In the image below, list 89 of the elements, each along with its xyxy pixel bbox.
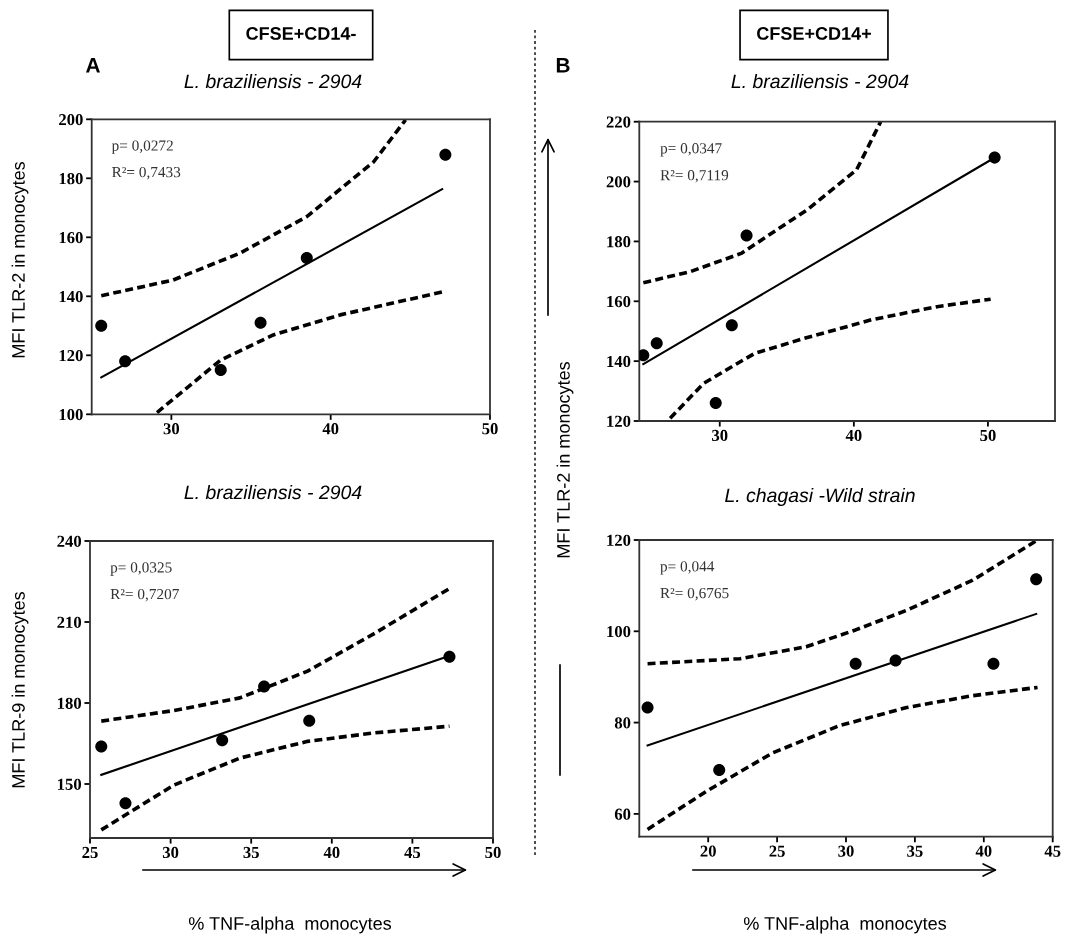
line-series (645, 685, 1040, 832)
text: CFSE+CD14- (246, 27, 356, 40)
x-tick-label: 30 (163, 423, 180, 435)
x-tick-label: 45 (1044, 845, 1061, 857)
y-tick-label: 60 (614, 808, 631, 820)
x-tick-label: 30 (838, 845, 854, 857)
y-tick-label: 210 (57, 616, 82, 628)
x-tick-label: 25 (82, 846, 98, 859)
annotation: p= 0,0325 (110, 562, 172, 576)
text: B (556, 58, 570, 73)
x-tick-label: 50 (482, 423, 498, 435)
y-tick-label: 100 (59, 409, 83, 421)
annotation: R²= 0,7119 (660, 170, 729, 183)
point (443, 650, 456, 663)
annotation: R²= 0,6765 (660, 587, 729, 601)
x-tick-label: 25 (769, 845, 785, 857)
y-tick-label: 200 (606, 176, 631, 188)
point (214, 364, 227, 377)
line-series (99, 586, 452, 723)
point (639, 349, 650, 362)
point (889, 654, 902, 667)
point (713, 764, 726, 777)
y-tick-label: 120 (607, 534, 631, 546)
x-tick-label: 45 (404, 846, 421, 859)
point (725, 319, 738, 332)
point (740, 229, 753, 242)
annotation: R²= 0,7207 (110, 588, 179, 602)
annotation: p= 0,0347 (660, 143, 722, 157)
y-tick-label: 80 (614, 717, 631, 729)
y-tick-label: 160 (607, 295, 631, 308)
y-tick-label: 180 (58, 697, 82, 709)
y-tick-label: 200 (59, 114, 83, 126)
chart-title: L. braziliensis - 2904 (184, 484, 362, 500)
y-tick-label: 150 (58, 778, 82, 790)
y-tick-label: 120 (59, 350, 83, 362)
point (258, 680, 271, 693)
x-tick-label: 40 (975, 845, 992, 857)
y-axis-title: MFI TLR-9 in monocytes (11, 591, 29, 788)
x-tick-label: 40 (845, 429, 862, 442)
point (95, 740, 108, 753)
point (300, 251, 313, 264)
x-axis-title: % TNF-alpha monocytes (743, 916, 947, 934)
point (303, 714, 316, 727)
x-tick-label: 30 (162, 846, 179, 859)
line-series (99, 724, 452, 832)
chart-title: L. chagasi -Wild strain (725, 487, 915, 507)
point (95, 319, 108, 332)
point (119, 797, 132, 810)
point (1030, 573, 1043, 586)
line-series (99, 119, 408, 298)
chart-title: L. braziliensis - 2904 (184, 73, 362, 89)
annotation: R²= 0,7433 (112, 166, 181, 180)
point (216, 734, 229, 747)
x-tick-label: 50 (485, 846, 501, 859)
point (439, 148, 452, 161)
point (709, 397, 722, 410)
point (849, 657, 862, 670)
x-tick-label: 20 (700, 845, 716, 857)
text: CFSE+CD14+ (757, 27, 871, 40)
x-tick-label: 35 (243, 846, 259, 859)
point (987, 657, 1000, 670)
point (641, 701, 654, 714)
y-tick-label: 180 (607, 236, 631, 248)
x-axis-title: % TNF-alpha monocytes (188, 916, 392, 934)
x-tick-label: 40 (323, 846, 340, 859)
y-tick-label: 160 (59, 232, 83, 244)
y-tick-label: 120 (607, 415, 631, 427)
annotation: p= 0,0272 (111, 140, 173, 154)
annotation: p= 0,044 (660, 561, 715, 575)
y-axis-title: MFI TLR-2 in monocytes (11, 161, 29, 358)
chart-title: L. braziliensis - 2904 (731, 73, 909, 89)
y-tick-label: 140 (59, 291, 83, 303)
x-tick-label: 35 (907, 845, 923, 857)
point (988, 151, 1001, 164)
y-tick-label: 100 (607, 625, 631, 638)
text: A (85, 58, 100, 73)
y-tick-label: 240 (57, 535, 82, 547)
point (650, 337, 663, 350)
line-series (668, 297, 993, 421)
x-tick-label: 30 (712, 429, 728, 442)
y-tick-label: 140 (607, 355, 631, 368)
y-tick-label: 180 (59, 173, 83, 185)
line-series (641, 121, 883, 285)
y-axis-title: MFI TLR-2 in monocytes (556, 361, 574, 558)
x-tick-label: 50 (980, 429, 996, 442)
y-tick-label: 220 (606, 116, 631, 128)
point (254, 316, 267, 329)
point (119, 355, 132, 368)
x-tick-label: 40 (322, 423, 339, 435)
